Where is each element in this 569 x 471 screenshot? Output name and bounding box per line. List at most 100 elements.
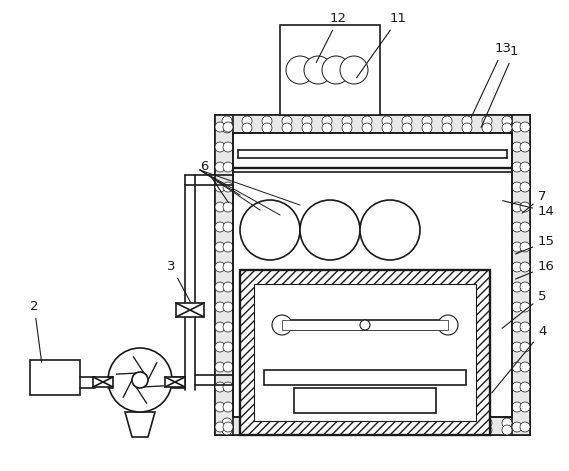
Circle shape bbox=[442, 116, 452, 126]
Circle shape bbox=[502, 425, 512, 435]
Circle shape bbox=[215, 142, 225, 152]
Circle shape bbox=[215, 302, 225, 312]
Circle shape bbox=[502, 418, 512, 428]
Circle shape bbox=[215, 222, 225, 232]
Bar bbox=[280, 25, 380, 115]
Circle shape bbox=[282, 116, 292, 126]
Circle shape bbox=[512, 382, 522, 392]
Circle shape bbox=[402, 116, 412, 126]
Bar bbox=[176, 303, 204, 317]
Circle shape bbox=[240, 200, 300, 260]
Circle shape bbox=[402, 123, 412, 133]
Circle shape bbox=[223, 262, 233, 272]
Circle shape bbox=[362, 116, 372, 126]
Circle shape bbox=[512, 122, 522, 132]
Circle shape bbox=[132, 372, 148, 388]
Circle shape bbox=[362, 123, 372, 133]
Circle shape bbox=[442, 418, 452, 428]
Circle shape bbox=[512, 342, 522, 352]
Bar bbox=[165, 377, 185, 387]
Circle shape bbox=[272, 315, 292, 335]
Circle shape bbox=[512, 302, 522, 312]
Circle shape bbox=[520, 402, 530, 412]
Circle shape bbox=[222, 116, 232, 126]
Circle shape bbox=[438, 315, 458, 335]
Circle shape bbox=[340, 56, 368, 84]
Circle shape bbox=[223, 142, 233, 152]
Circle shape bbox=[520, 122, 530, 132]
Bar bbox=[264, 370, 466, 385]
Circle shape bbox=[360, 320, 370, 330]
Circle shape bbox=[302, 116, 312, 126]
Bar bbox=[282, 320, 448, 330]
Circle shape bbox=[482, 123, 492, 133]
Circle shape bbox=[462, 425, 472, 435]
Circle shape bbox=[520, 342, 530, 352]
Bar bbox=[294, 388, 436, 413]
Circle shape bbox=[402, 425, 412, 435]
Circle shape bbox=[512, 242, 522, 252]
Circle shape bbox=[520, 302, 530, 312]
Text: 13: 13 bbox=[471, 42, 512, 117]
Circle shape bbox=[215, 322, 225, 332]
Circle shape bbox=[223, 382, 233, 392]
Circle shape bbox=[362, 425, 372, 435]
Circle shape bbox=[282, 418, 292, 428]
Text: 12: 12 bbox=[316, 12, 347, 63]
Circle shape bbox=[520, 382, 530, 392]
Circle shape bbox=[422, 425, 432, 435]
Circle shape bbox=[342, 116, 352, 126]
Bar bbox=[30, 360, 80, 395]
Circle shape bbox=[322, 116, 332, 126]
Circle shape bbox=[402, 418, 412, 428]
Circle shape bbox=[322, 123, 332, 133]
Circle shape bbox=[223, 162, 233, 172]
Circle shape bbox=[422, 116, 432, 126]
Circle shape bbox=[520, 362, 530, 372]
Circle shape bbox=[108, 348, 172, 412]
Circle shape bbox=[222, 425, 232, 435]
Circle shape bbox=[512, 202, 522, 212]
Text: 4: 4 bbox=[492, 325, 546, 393]
Text: 6: 6 bbox=[200, 160, 228, 203]
Circle shape bbox=[520, 422, 530, 432]
Circle shape bbox=[215, 262, 225, 272]
Circle shape bbox=[223, 222, 233, 232]
Circle shape bbox=[215, 182, 225, 192]
Circle shape bbox=[215, 382, 225, 392]
Circle shape bbox=[223, 182, 233, 192]
Circle shape bbox=[322, 418, 332, 428]
Text: 16: 16 bbox=[516, 260, 555, 279]
Circle shape bbox=[512, 282, 522, 292]
Circle shape bbox=[342, 418, 352, 428]
Circle shape bbox=[302, 418, 312, 428]
Circle shape bbox=[462, 418, 472, 428]
Text: 7: 7 bbox=[522, 190, 546, 213]
Circle shape bbox=[223, 402, 233, 412]
Circle shape bbox=[242, 123, 252, 133]
Circle shape bbox=[215, 342, 225, 352]
Circle shape bbox=[512, 322, 522, 332]
Bar bbox=[93, 377, 113, 387]
Circle shape bbox=[520, 142, 530, 152]
Circle shape bbox=[482, 425, 492, 435]
Circle shape bbox=[520, 182, 530, 192]
Bar bbox=[215, 115, 530, 133]
Circle shape bbox=[300, 200, 360, 260]
Circle shape bbox=[223, 422, 233, 432]
Text: 1: 1 bbox=[481, 45, 518, 128]
Circle shape bbox=[442, 425, 452, 435]
Circle shape bbox=[215, 282, 225, 292]
Circle shape bbox=[512, 402, 522, 412]
Circle shape bbox=[342, 425, 352, 435]
Circle shape bbox=[520, 282, 530, 292]
Circle shape bbox=[223, 242, 233, 252]
Circle shape bbox=[322, 425, 332, 435]
Circle shape bbox=[512, 222, 522, 232]
Bar bbox=[215, 115, 233, 435]
Circle shape bbox=[382, 116, 392, 126]
Circle shape bbox=[215, 202, 225, 212]
Circle shape bbox=[223, 202, 233, 212]
Circle shape bbox=[462, 123, 472, 133]
Circle shape bbox=[222, 418, 232, 428]
